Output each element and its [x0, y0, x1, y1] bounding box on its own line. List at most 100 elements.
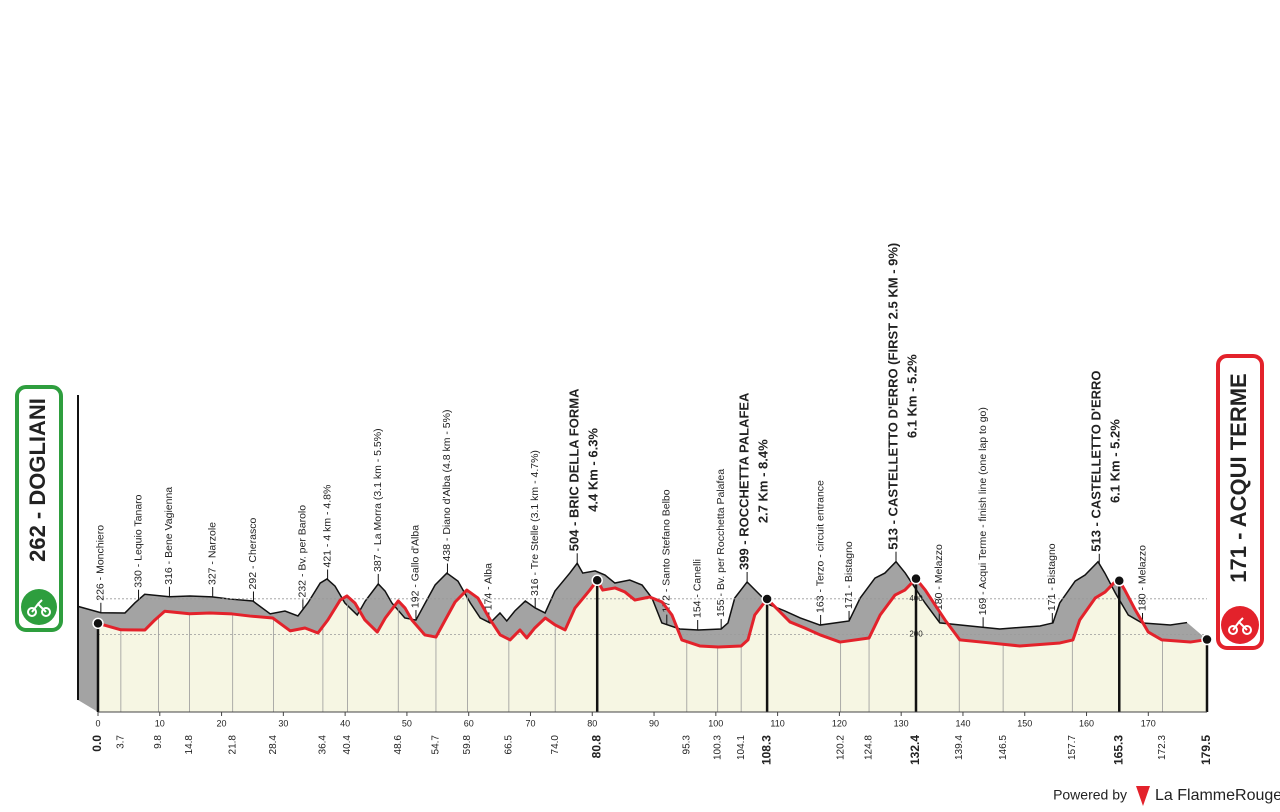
- waypoint-label: 174 - Alba: [483, 563, 495, 610]
- finish-label: 171 - ACQUI TERME: [1226, 373, 1251, 582]
- plot: [77, 560, 1209, 716]
- km-label: 28.4: [268, 735, 279, 755]
- labels: 200 400 0 10 20 30 40 50 60 70 80 90 100 110 120 130 140…: [90, 243, 1213, 765]
- x-tick-label: 110: [770, 718, 784, 728]
- brand-logo: [1136, 786, 1150, 806]
- start-badge: [15, 385, 63, 632]
- waypoint-label: 327 - Narzole: [206, 522, 218, 585]
- summit-dot: [1113, 575, 1126, 587]
- brand: La FlammeRouge: [1155, 787, 1280, 804]
- waypoint-label: 172 - Santo Stefano Belbo: [661, 489, 673, 612]
- km-label: 59.8: [462, 735, 473, 755]
- km-label: 36.4: [318, 735, 329, 755]
- profile-line: [97, 577, 1208, 649]
- km-label: 108.3: [759, 735, 773, 765]
- profile-area: [98, 578, 1207, 712]
- km-label: 132.4: [908, 735, 922, 765]
- km-label: 48.6: [393, 735, 404, 755]
- km-label: 104.1: [736, 735, 747, 760]
- start-icon: [21, 589, 57, 625]
- y-tick-label: 200: [909, 630, 923, 639]
- start-label: 262 - DOGLIANI: [25, 398, 50, 562]
- x-tick-label: 160: [1079, 718, 1094, 728]
- waypoint-label: 387 - La Morra (3.1 km - 5.5%): [372, 428, 384, 572]
- x-tick-label: 30: [278, 718, 288, 728]
- km-label: 124.8: [864, 735, 875, 760]
- x-tick-label: 100: [708, 718, 723, 728]
- km-label: 14.8: [184, 735, 195, 755]
- waypoint-label: 421 - 4 km - 4.8%: [321, 485, 333, 568]
- bike-icon: [1228, 617, 1252, 635]
- waypoint-label: 163 - Terzo - circuit entrance: [814, 480, 826, 613]
- km-label: 40.4: [342, 735, 353, 755]
- summit-dot: [92, 617, 104, 630]
- x-tick-label: 90: [649, 718, 659, 728]
- finish-icon: [1221, 606, 1259, 644]
- km-label: 95.3: [681, 735, 692, 755]
- waypoint-label: 226 - Monchiero: [95, 525, 107, 601]
- x-tick-label: 140: [955, 718, 970, 728]
- summit-dot: [1201, 633, 1213, 646]
- km-label: 54.7: [431, 735, 442, 755]
- km-label: 100.3: [712, 735, 723, 760]
- profile-ridge: [77, 560, 1188, 631]
- x-tick-label: 0: [95, 718, 100, 728]
- x-tick-label: 80: [587, 718, 597, 728]
- x-tick-label: 70: [525, 718, 535, 728]
- km-label: 120.2: [835, 735, 846, 760]
- bike-icon: [27, 599, 51, 617]
- waypoint-label: 180 - Melazzo: [933, 544, 945, 610]
- km-label: 139.4: [954, 735, 965, 760]
- km-label: 66.5: [503, 735, 514, 755]
- km-label: 74.0: [550, 735, 561, 755]
- x-tick-label: 170: [1141, 718, 1156, 728]
- waypoint-label: 171 - Bistagno: [1046, 543, 1058, 611]
- x-tick-label: 50: [402, 718, 412, 728]
- summit-sublabel: 6.1 Km - 5.2%: [904, 354, 919, 438]
- summit-dot: [761, 593, 773, 605]
- x-tick-label: 130: [894, 718, 909, 728]
- km-label: 179.5: [1199, 735, 1213, 765]
- summit-sublabel: 4.4 Km - 6.3%: [586, 428, 601, 512]
- waypoint-label: 316 - Bene Vagienna: [163, 487, 175, 585]
- waypoint-label: 438 - Diano d'Alba (4.8 km - 5%): [441, 410, 453, 562]
- x-tick-label: 120: [832, 718, 847, 728]
- summit-label: 513 - CASTELLETTO D'ERRO: [1089, 370, 1104, 551]
- km-label: 9.8: [153, 735, 164, 749]
- waypoint-label: 155 - Bv. per Rocchetta Palafea: [715, 469, 727, 617]
- summit-sublabel: 2.7 Km - 8.4%: [756, 439, 771, 523]
- waypoint-label: 330 - Lequio Tanaro: [132, 494, 144, 587]
- km-label: 165.3: [1111, 735, 1125, 765]
- km-label: 157.7: [1067, 735, 1078, 760]
- x-tick-label: 20: [217, 718, 227, 728]
- powered-by: Powered by: [1053, 787, 1127, 803]
- km-label: 3.7: [116, 735, 127, 749]
- km-label: 0.0: [90, 735, 104, 752]
- summit-sublabel: 6.1 Km - 5.2%: [1108, 419, 1123, 503]
- km-label: 21.8: [227, 735, 238, 755]
- finish-badge: [1216, 354, 1264, 650]
- summit-label: 399 - ROCCHETTA PALAFEA: [737, 392, 752, 570]
- km-label: 80.8: [589, 735, 603, 759]
- summit-dot: [910, 572, 922, 585]
- km-label: 146.5: [998, 735, 1009, 760]
- x-tick-label: 150: [1017, 718, 1032, 728]
- summit-label: 504 - BRIC DELLA FORMA: [567, 388, 582, 551]
- summit-label: 513 - CASTELLETTO D'ERRO (FIRST 2.5 KM -…: [885, 243, 900, 550]
- waypoint-label: 169 - Acqui Terme - finish line (one lap…: [977, 407, 989, 615]
- waypoint-label: 232 - Bv. per Barolo: [297, 505, 309, 598]
- y-tick-label: 400: [909, 594, 923, 603]
- waypoint-label: 292 - Cherasco: [247, 518, 259, 590]
- x-tick-label: 10: [155, 718, 165, 728]
- waypoint-label: 192 - Gallo d'Alba: [410, 525, 422, 608]
- profile-relief: [78, 561, 1207, 712]
- waypoint-label: 154 - Canelli: [691, 559, 703, 618]
- waypoint-label: 316 - Tre Stelle (3.1 km - 4.7%): [529, 450, 541, 596]
- x-tick-label: 40: [340, 718, 350, 728]
- waypoint-label: 180 - Melazzo: [1136, 545, 1148, 611]
- summit-dot: [591, 574, 603, 587]
- x-tick-label: 60: [464, 718, 474, 728]
- km-label: 172.3: [1157, 735, 1168, 760]
